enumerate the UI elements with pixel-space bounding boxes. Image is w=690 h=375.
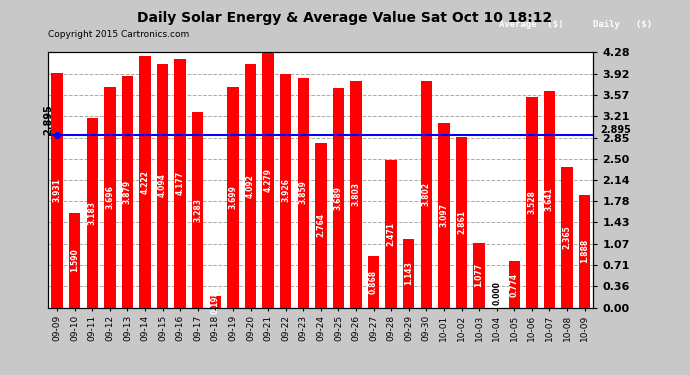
Bar — [139, 56, 150, 308]
Text: 3.803: 3.803 — [351, 182, 360, 206]
Text: 0.774: 0.774 — [510, 272, 519, 297]
Bar — [315, 143, 326, 308]
Text: 3.699: 3.699 — [228, 185, 237, 209]
Bar — [297, 78, 309, 308]
Bar — [438, 123, 450, 308]
Bar — [157, 64, 168, 308]
Bar — [421, 81, 432, 308]
Bar — [403, 239, 415, 308]
Bar — [121, 76, 133, 308]
Bar — [333, 88, 344, 308]
Text: 4.094: 4.094 — [158, 174, 167, 198]
Text: 2.764: 2.764 — [316, 213, 326, 237]
Bar — [351, 81, 362, 308]
Bar — [509, 261, 520, 308]
Bar — [192, 112, 204, 308]
Text: 0.868: 0.868 — [369, 270, 378, 294]
Bar — [280, 74, 291, 308]
Text: 2.895: 2.895 — [43, 104, 53, 135]
Text: 2.471: 2.471 — [386, 222, 395, 246]
Bar — [561, 166, 573, 308]
Text: 3.689: 3.689 — [334, 186, 343, 210]
Text: 3.641: 3.641 — [545, 187, 554, 211]
Text: 3.528: 3.528 — [527, 190, 536, 214]
Text: 2.861: 2.861 — [457, 210, 466, 234]
Text: 3.283: 3.283 — [193, 198, 202, 222]
Text: 3.926: 3.926 — [282, 178, 290, 203]
Text: 1.077: 1.077 — [475, 263, 484, 288]
Bar — [175, 58, 186, 308]
Bar — [473, 243, 485, 308]
Bar — [86, 118, 98, 308]
Text: 4.222: 4.222 — [141, 170, 150, 194]
Text: 3.097: 3.097 — [440, 203, 449, 227]
Text: Copyright 2015 Cartronics.com: Copyright 2015 Cartronics.com — [48, 30, 190, 39]
Text: 1.590: 1.590 — [70, 248, 79, 272]
Text: 3.802: 3.802 — [422, 182, 431, 206]
Text: 3.696: 3.696 — [106, 186, 115, 209]
Bar — [544, 91, 555, 308]
Text: 3.183: 3.183 — [88, 201, 97, 225]
Bar — [69, 213, 81, 308]
Text: Daily Solar Energy & Average Value Sat Oct 10 18:12: Daily Solar Energy & Average Value Sat O… — [137, 11, 553, 25]
Bar — [526, 97, 538, 308]
Text: 4.092: 4.092 — [246, 174, 255, 198]
Text: 0.198: 0.198 — [211, 290, 220, 314]
Text: 4.279: 4.279 — [264, 168, 273, 192]
Text: 0.000: 0.000 — [492, 280, 501, 304]
Text: 1.888: 1.888 — [580, 239, 589, 263]
Bar — [579, 195, 591, 308]
Text: Average  ($): Average ($) — [499, 20, 564, 29]
Text: 4.177: 4.177 — [176, 171, 185, 195]
Bar — [368, 256, 380, 308]
Bar — [104, 87, 115, 308]
Bar — [262, 53, 274, 308]
Bar — [245, 64, 256, 308]
Text: 3.859: 3.859 — [299, 181, 308, 204]
Text: Daily   ($): Daily ($) — [593, 20, 652, 29]
Bar — [227, 87, 239, 308]
Bar — [386, 160, 397, 308]
Text: 2.895: 2.895 — [600, 125, 631, 135]
Text: 1.143: 1.143 — [404, 261, 413, 285]
Text: 3.931: 3.931 — [52, 178, 61, 203]
Bar — [51, 73, 63, 308]
Bar — [456, 137, 467, 308]
Bar — [210, 296, 221, 307]
Text: 3.879: 3.879 — [123, 180, 132, 204]
Text: 2.365: 2.365 — [562, 225, 571, 249]
